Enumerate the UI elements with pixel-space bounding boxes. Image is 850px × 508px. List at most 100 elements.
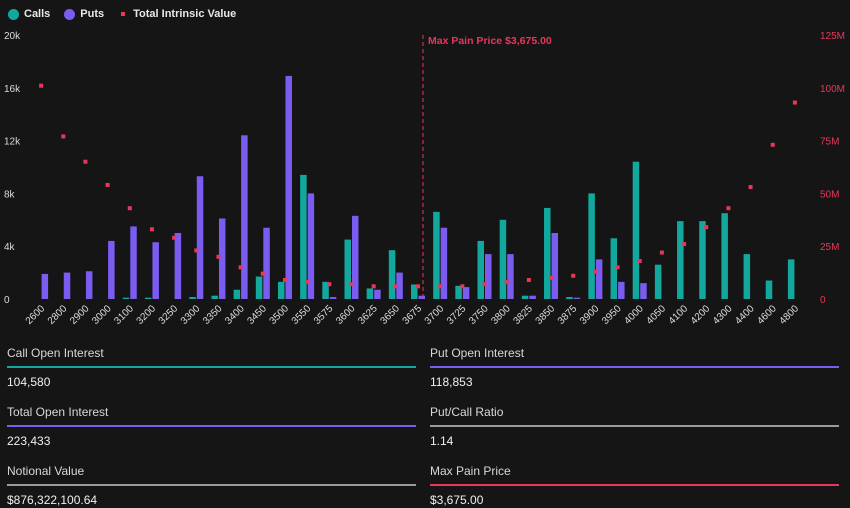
x-tick-label: 2800 bbox=[46, 303, 70, 327]
legend-item-calls[interactable]: Calls bbox=[8, 8, 50, 20]
calls-swatch-icon bbox=[8, 8, 19, 20]
put-bar bbox=[418, 295, 425, 299]
intrinsic-point bbox=[770, 142, 775, 147]
call-bar bbox=[211, 295, 218, 299]
x-tick-label: 2900 bbox=[68, 303, 92, 327]
intrinsic-point bbox=[260, 271, 265, 276]
put-bar bbox=[573, 297, 581, 299]
legend-item-intrinsic[interactable]: Total Intrinsic Value bbox=[118, 8, 236, 20]
put-bar bbox=[329, 297, 337, 299]
put-bar bbox=[63, 272, 71, 299]
intrinsic-point bbox=[105, 182, 110, 187]
legend-intrinsic-label: Total Intrinsic Value bbox=[133, 8, 237, 20]
call-bar bbox=[610, 238, 618, 299]
put-bar bbox=[351, 215, 359, 299]
put-bar bbox=[196, 176, 204, 299]
x-tick-label: 4100 bbox=[667, 303, 691, 327]
intrinsic-point bbox=[682, 242, 687, 247]
intrinsic-point bbox=[549, 275, 554, 280]
y-right-tick-label: 75M bbox=[820, 137, 839, 148]
open-interest-chart: 0 4k 8k 12k 16k 20k 0 25M 50M 75M 100M 125M 26002800… bbox=[4, 31, 845, 327]
put-bar bbox=[241, 135, 248, 299]
stat-put-call-ratio: Put/Call Ratio 1.14 bbox=[430, 405, 839, 448]
call-bar bbox=[144, 297, 152, 299]
call-bar bbox=[122, 297, 130, 299]
call-bar bbox=[699, 221, 706, 299]
call-bar bbox=[632, 161, 640, 299]
intrinsic-point bbox=[149, 227, 154, 232]
put-bar bbox=[551, 233, 559, 299]
x-tick-label: 3800 bbox=[489, 303, 513, 327]
x-tick-label: 3900 bbox=[578, 303, 602, 327]
intrinsic-point bbox=[39, 83, 44, 88]
x-tick-label: 3675 bbox=[401, 303, 425, 327]
x-tick-label: 3725 bbox=[445, 303, 469, 327]
call-bar bbox=[566, 297, 573, 299]
legend-puts-label: Puts bbox=[80, 8, 105, 20]
legend-item-puts[interactable]: Puts bbox=[64, 8, 104, 20]
intrinsic-point bbox=[460, 284, 465, 289]
stat-divider bbox=[7, 366, 416, 368]
intrinsic-point bbox=[526, 277, 531, 282]
stat-value: 104,580 bbox=[7, 375, 51, 389]
call-bar bbox=[654, 264, 662, 299]
x-tick-label: 4200 bbox=[689, 303, 713, 327]
x-tick-label: 4600 bbox=[755, 303, 779, 327]
intrinsic-point bbox=[305, 280, 310, 285]
stat-divider bbox=[7, 425, 416, 427]
put-bar bbox=[41, 273, 49, 299]
stat-total-open-interest: Total Open Interest 223,433 bbox=[7, 405, 416, 448]
put-bar bbox=[440, 227, 448, 299]
call-bar bbox=[743, 254, 751, 299]
stat-call-open-interest: Call Open Interest 104,580 bbox=[7, 346, 416, 389]
x-tick-label: 4050 bbox=[644, 303, 668, 327]
x-tick-label: 3650 bbox=[378, 303, 402, 327]
y-left-tick-label: 4k bbox=[4, 242, 16, 253]
intrinsic-point bbox=[371, 284, 376, 289]
y-left-tick-label: 8k bbox=[4, 189, 16, 200]
call-bar bbox=[411, 284, 418, 299]
put-bar bbox=[529, 295, 536, 299]
intrinsic-point bbox=[704, 225, 709, 230]
intrinsic-point bbox=[282, 277, 287, 282]
stat-label: Put Open Interest bbox=[430, 346, 525, 360]
intrinsic-point bbox=[416, 284, 420, 289]
stat-divider bbox=[430, 484, 839, 486]
call-bar bbox=[721, 213, 728, 299]
stat-label: Notional Value bbox=[7, 464, 85, 478]
intrinsic-point bbox=[238, 265, 243, 270]
stat-label: Call Open Interest bbox=[7, 346, 104, 360]
intrinsic-point bbox=[637, 258, 642, 263]
put-bar bbox=[218, 218, 226, 299]
call-bar bbox=[255, 276, 263, 299]
call-bar bbox=[388, 250, 396, 299]
x-tick-label: 3000 bbox=[90, 303, 114, 327]
x-tick-label: 3700 bbox=[423, 303, 447, 327]
x-tick-label: 4000 bbox=[622, 303, 646, 327]
x-tick-label: 3350 bbox=[201, 303, 225, 327]
x-tick-label: 3550 bbox=[290, 303, 314, 327]
y-left-tick-label: 16k bbox=[4, 84, 21, 95]
x-tick-label: 4800 bbox=[778, 303, 802, 327]
intrinsic-point bbox=[726, 206, 731, 211]
call-bar bbox=[277, 281, 285, 299]
y-right-tick-label: 125M bbox=[820, 31, 845, 42]
puts-swatch-icon bbox=[64, 8, 76, 20]
put-bar bbox=[640, 283, 647, 299]
call-bar bbox=[521, 295, 529, 299]
put-bar bbox=[108, 240, 115, 299]
put-bar bbox=[462, 287, 470, 299]
put-bar bbox=[285, 75, 292, 299]
x-tick-label: 3850 bbox=[534, 303, 558, 327]
x-tick-label: 3400 bbox=[223, 303, 247, 327]
x-tick-label: 3950 bbox=[600, 303, 624, 327]
call-bar bbox=[455, 285, 462, 299]
chart-legend: Calls Puts Total Intrinsic Value bbox=[8, 6, 236, 22]
stat-divider bbox=[430, 425, 839, 427]
intrinsic-point bbox=[327, 282, 332, 287]
put-bar bbox=[152, 242, 159, 299]
x-tick-label: 2600 bbox=[24, 303, 48, 327]
call-bar bbox=[233, 289, 241, 299]
intrinsic-point bbox=[438, 284, 443, 289]
